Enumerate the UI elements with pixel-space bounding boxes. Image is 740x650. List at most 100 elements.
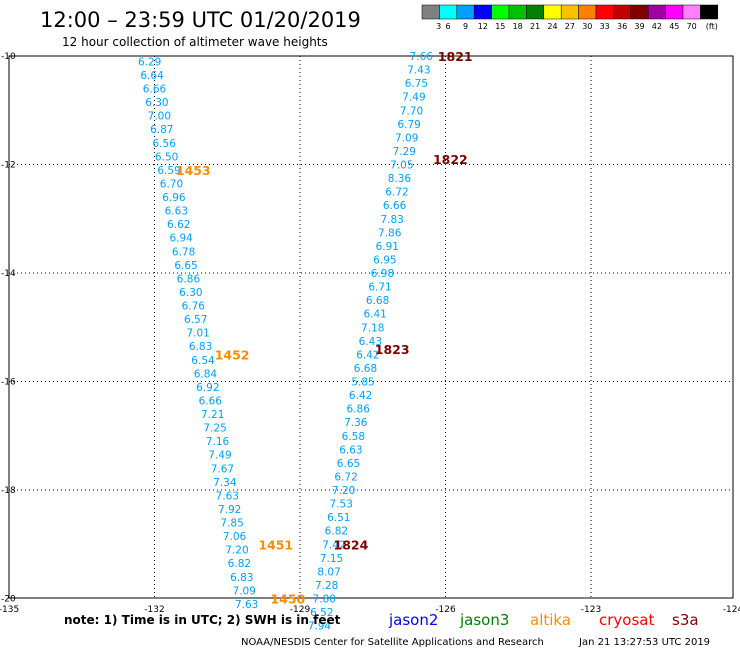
satellite-legend: jason2 jason3 altika cryosat s3a xyxy=(388,611,699,629)
color-key-swatch xyxy=(526,4,545,20)
color-key-swatch xyxy=(491,4,510,20)
swh-value-label: 6.92 xyxy=(196,382,219,394)
swh-value-label: 7.20 xyxy=(332,485,355,497)
swh-value-label: 6.30 xyxy=(179,287,202,299)
swh-value-label: 7.63 xyxy=(235,599,258,611)
swh-value-label: 6.76 xyxy=(182,301,206,313)
swh-value-label: 6.52 xyxy=(310,607,333,619)
color-key-swatch xyxy=(700,4,719,20)
color-key-label: 15 xyxy=(495,22,505,31)
swh-value-label: 7.85 xyxy=(220,518,243,530)
swh-value-label: 6.42 xyxy=(349,390,372,402)
swh-value-label: 6.82 xyxy=(228,558,251,570)
legend-item-s3a: s3a xyxy=(672,611,699,629)
plot-frame xyxy=(8,55,734,599)
swh-value-label: 7.53 xyxy=(330,499,353,511)
color-key-label: 30 xyxy=(582,22,592,31)
swh-value-label: 7.34 xyxy=(213,477,237,489)
color-key-swatch xyxy=(473,4,492,20)
swh-value-label: 7.49 xyxy=(402,92,425,104)
swh-value-label: 7.21 xyxy=(201,409,224,421)
swh-value-label: 7.16 xyxy=(206,436,230,448)
y-tick-label: -14 xyxy=(1,269,16,279)
swh-value-label: 6.56 xyxy=(153,138,177,150)
swh-value-label: 6.96 xyxy=(162,192,186,204)
color-key: 3 6 9 12 15 18 21 24 27 30 33 36 39 42 45 70 (ft) xyxy=(421,4,719,31)
color-key-label: 18 xyxy=(513,22,523,31)
y-tick-label: -18 xyxy=(1,486,16,496)
swh-value-label: 6.68 xyxy=(354,363,377,375)
x-tick-label: -124 xyxy=(723,605,740,615)
time-label: 1823 xyxy=(375,342,410,357)
swh-value-label: 6.59 xyxy=(157,165,180,177)
swh-value-label: 6.63 xyxy=(339,444,362,456)
color-key-label: 6 xyxy=(446,22,451,31)
y-tick-label: -10 xyxy=(1,52,16,62)
swh-value-label: 6.86 xyxy=(177,273,201,285)
swh-value-label: 6.91 xyxy=(376,241,399,253)
color-key-swatch xyxy=(543,4,562,20)
color-key-label: 36 xyxy=(617,22,627,31)
color-key-label: 27 xyxy=(565,22,575,31)
swh-value-label: 6.84 xyxy=(194,368,218,380)
swh-value-label: 6.66 xyxy=(143,84,167,96)
swh-value-label: 7.92 xyxy=(218,504,241,516)
color-key-label: 24 xyxy=(547,22,557,31)
legend-item-altika: altika xyxy=(530,611,571,629)
time-label: 1822 xyxy=(433,152,468,167)
chart-title: 12:00 – 23:59 UTC 01/20/2019 xyxy=(40,8,361,32)
color-key-label: 33 xyxy=(600,22,610,31)
swh-value-label: 6.41 xyxy=(363,309,386,321)
swh-value-label: 6.72 xyxy=(334,471,357,483)
swh-value-label: 6.83 xyxy=(189,341,212,353)
swh-value-label: 6.63 xyxy=(165,206,188,218)
swh-value-label: 7.25 xyxy=(203,423,226,435)
color-key-swatch xyxy=(578,4,597,20)
swh-value-label: 6.65 xyxy=(337,458,360,470)
swh-value-label: 7.43 xyxy=(407,65,430,77)
swh-value-label: 6.64 xyxy=(140,70,164,82)
color-key-swatch xyxy=(421,4,440,20)
swh-value-label: 6.58 xyxy=(342,431,365,443)
swh-value-label: 6.42 xyxy=(356,349,379,361)
swh-value-label: 7.80 xyxy=(313,594,336,606)
color-key-swatch xyxy=(630,4,649,20)
swh-value-label: 7.00 xyxy=(148,111,171,123)
swh-value-label: 7.94 xyxy=(308,621,332,633)
swh-value-label: 6.75 xyxy=(405,78,428,90)
swh-value-label: 6.50 xyxy=(155,151,178,163)
color-key-label: 3 xyxy=(436,22,441,31)
swh-value-label: 6.51 xyxy=(327,512,350,524)
color-key-label: 9 xyxy=(463,22,468,31)
swh-value-label: 7.67 xyxy=(211,463,234,475)
swh-value-label: 6.66 xyxy=(383,200,407,212)
time-label: 1821 xyxy=(438,49,473,64)
swh-value-label: 7.66 xyxy=(410,51,434,63)
time-label: 1450 xyxy=(270,592,305,607)
y-tick-label: -16 xyxy=(1,378,16,388)
swh-value-label: 6.78 xyxy=(172,246,195,258)
swh-value-label: 6.83 xyxy=(230,572,253,584)
swh-value-label: 7.83 xyxy=(380,214,403,226)
swh-value-label: 7.70 xyxy=(400,105,423,117)
color-key-swatch xyxy=(560,4,579,20)
color-key-swatch xyxy=(682,4,701,20)
note-text: note: 1) Time is in UTC; 2) SWH is in fe… xyxy=(64,613,341,627)
color-key-swatch xyxy=(665,4,684,20)
swh-value-label: 6.62 xyxy=(167,219,190,231)
x-tick-label: -129 xyxy=(290,605,311,615)
swh-value-label: 5.85 xyxy=(351,377,374,389)
credit-text: NOAA/NESDIS Center for Satellite Applica… xyxy=(241,637,544,648)
legend-item-jason3: jason3 xyxy=(459,611,509,629)
swh-value-label: 7.09 xyxy=(233,585,256,597)
swh-value-label: 6.98 xyxy=(371,268,394,280)
swh-value-label: 7.15 xyxy=(320,553,343,565)
swh-value-label: 6.86 xyxy=(347,404,371,416)
time-label: 1824 xyxy=(334,537,369,552)
time-label: 1452 xyxy=(215,347,250,362)
swh-value-label: 6.70 xyxy=(160,178,183,190)
swh-value-label: 6.43 xyxy=(359,336,382,348)
color-key-swatch xyxy=(647,4,666,20)
